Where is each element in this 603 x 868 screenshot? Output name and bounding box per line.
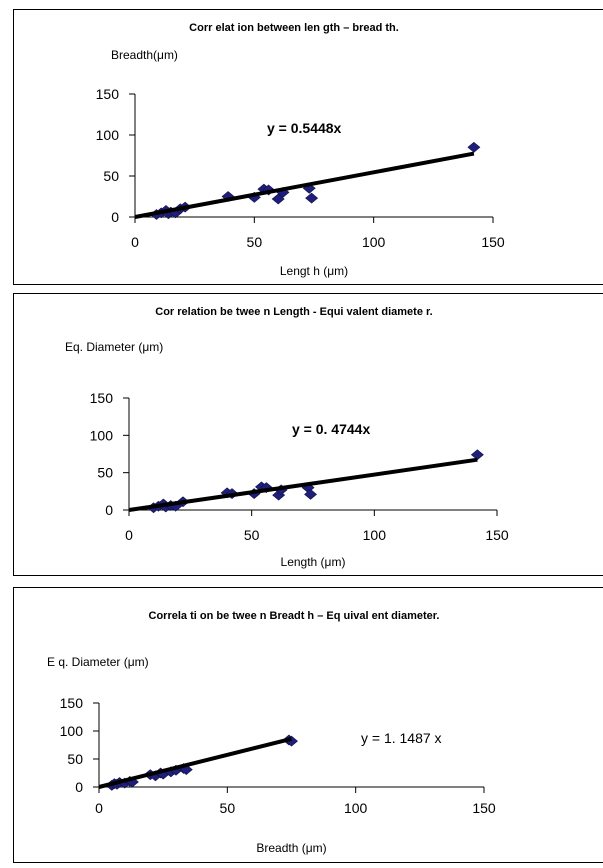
chart-panel-length-breadth: Corr elat ion between len gth – bread th…	[13, 9, 603, 285]
y-tick-label: 50	[103, 168, 119, 184]
data-point	[304, 488, 318, 500]
trend-line	[128, 457, 478, 512]
y-tick-label: 0	[105, 502, 113, 518]
x-tick-label: 150	[485, 527, 509, 543]
y-tick-label: 100	[96, 127, 120, 143]
chart-title: Correla ti on be twee n Breadt h – Eq ui…	[149, 610, 440, 622]
y-tick-label: 0	[75, 779, 83, 795]
y-axis-label: Eq. Diameter (μm)	[65, 340, 163, 354]
x-tick-label: 0	[95, 800, 103, 816]
y-tick-label: 150	[96, 86, 120, 102]
x-tick-label: 50	[247, 234, 263, 250]
x-tick-label: 100	[344, 800, 368, 816]
data-point	[305, 192, 319, 204]
x-tick-label: 0	[125, 527, 133, 543]
y-tick-label: 50	[97, 465, 113, 481]
scatter-chart-length-breadth: Corr elat ion between len gth – bread th…	[96, 22, 505, 278]
trendline-equation: y = 0.5448x	[267, 120, 342, 136]
chart-panel-breadth-eq-diameter: Correla ti on be twee n Breadt h – Eq ui…	[13, 587, 603, 863]
chart-panel-length-eq-diameter: Cor relation be twee n Length - Equi val…	[13, 293, 603, 576]
data-point	[470, 449, 484, 461]
y-tick-label: 100	[90, 427, 114, 443]
x-tick-label: 50	[244, 527, 260, 543]
x-tick-label: 50	[220, 800, 236, 816]
x-axis-label: Lengt h (μm)	[280, 264, 348, 278]
x-axis-label: Breadth (μm)	[256, 841, 326, 855]
x-tick-label: 150	[481, 234, 505, 250]
y-axis-label: E q. Diameter (μm)	[47, 655, 149, 669]
trend-line	[134, 151, 475, 219]
y-tick-label: 150	[90, 390, 114, 406]
x-tick-label: 100	[363, 527, 387, 543]
trendline-equation: y = 0. 4744x	[292, 421, 370, 437]
trend-line	[98, 736, 292, 789]
chart-title: Cor relation be twee n Length - Equi val…	[155, 306, 433, 318]
y-tick-label: 150	[60, 695, 84, 711]
data-point	[271, 193, 285, 205]
scatter-chart-breadth-eq-diameter: Correla ti on be twee n Breadt h – Eq ui…	[47, 610, 496, 855]
chart-title: Corr elat ion between len gth – bread th…	[189, 22, 399, 34]
scatter-chart-length-eq-diameter: Cor relation be twee n Length - Equi val…	[65, 306, 509, 569]
y-axis-label: Breadth(μm)	[111, 48, 178, 62]
y-tick-label: 0	[111, 209, 119, 225]
trendline-equation: y = 1. 1487 x	[361, 730, 442, 746]
y-tick-label: 50	[67, 751, 83, 767]
x-tick-label: 100	[362, 234, 386, 250]
y-tick-label: 100	[60, 723, 84, 739]
x-axis-label: Length (μm)	[281, 555, 346, 569]
data-point	[467, 141, 481, 153]
x-tick-label: 0	[131, 234, 139, 250]
x-tick-label: 150	[472, 800, 496, 816]
